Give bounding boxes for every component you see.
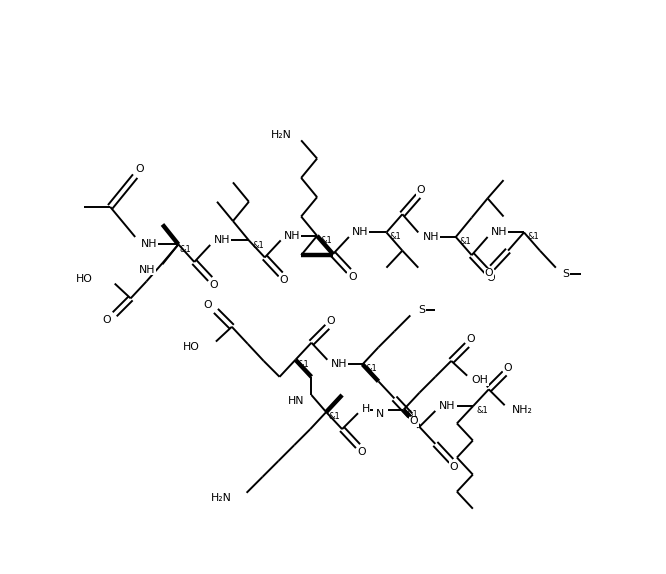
Text: NH: NH [139,265,156,275]
Text: S: S [418,305,426,315]
Text: O: O [348,272,356,282]
Text: H: H [362,404,370,414]
Text: &1: &1 [459,237,471,246]
Text: NH: NH [284,231,300,241]
Text: &1: &1 [390,232,402,242]
Text: NH: NH [439,401,456,412]
Text: O: O [449,461,458,472]
Text: O: O [466,334,475,344]
Text: S: S [563,270,569,280]
Text: N: N [376,409,384,420]
Text: NH: NH [141,239,157,249]
Text: &1: &1 [180,245,191,254]
Text: HO: HO [183,342,200,352]
Text: O: O [135,164,144,174]
Text: &1: &1 [407,410,419,419]
Text: O: O [209,280,218,290]
Text: O: O [326,316,335,326]
Text: NH: NH [352,227,369,238]
Text: &1: &1 [320,236,332,245]
Text: O: O [487,273,496,283]
Text: NH: NH [214,235,230,246]
Text: H₂N: H₂N [271,130,292,139]
Text: O: O [103,315,111,325]
Text: &1: &1 [328,412,340,421]
Text: O: O [484,269,493,278]
Text: O: O [357,447,366,457]
Text: &1: &1 [298,360,310,369]
Text: HO: HO [76,274,93,284]
Text: NH: NH [331,359,347,369]
Text: OH: OH [472,375,489,385]
Text: NH: NH [423,232,440,242]
Text: &1: &1 [252,241,264,250]
Text: NH₂: NH₂ [511,405,532,415]
Text: O: O [410,416,418,426]
Text: H₂N: H₂N [211,494,232,503]
Text: NH: NH [491,227,507,238]
Text: O: O [280,275,288,285]
Text: O: O [416,185,425,195]
Text: O: O [204,300,212,310]
Text: HN: HN [288,395,304,406]
Text: &1: &1 [527,232,539,242]
Text: &1: &1 [476,406,488,416]
Text: &1: &1 [366,364,378,373]
Text: O: O [503,363,512,373]
